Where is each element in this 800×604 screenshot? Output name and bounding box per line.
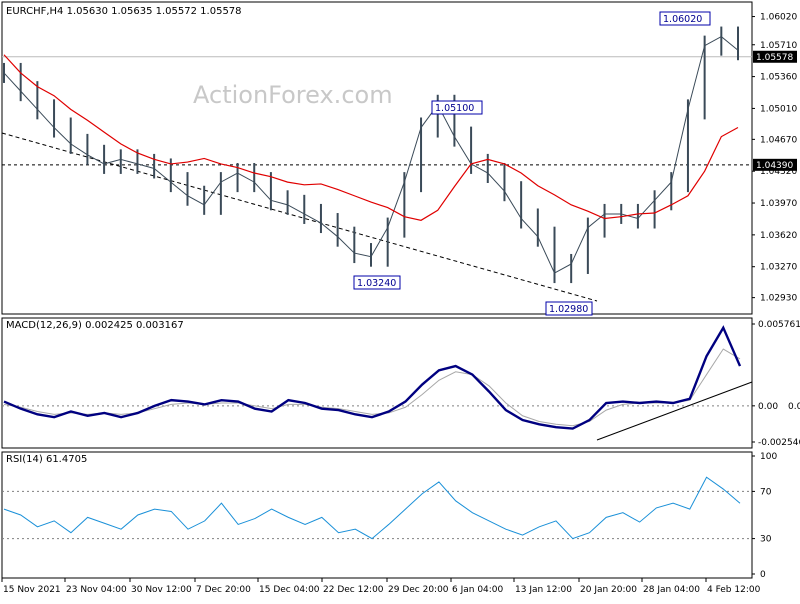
price-annotation-box: [659, 11, 711, 26]
price-panel-frame: [1, 1, 753, 315]
price-tick-label: 1.04670: [760, 135, 797, 145]
x-tick-label: 30 Nov 12:00: [131, 585, 192, 595]
price-annotation-label: 1.03240: [357, 278, 396, 289]
price-tick-label: 1.05360: [760, 73, 797, 83]
level-price-label: 1.04390: [756, 161, 793, 171]
price-annotation-box: [545, 301, 593, 316]
x-tick-label: 15 Nov 2021: [3, 585, 61, 595]
trend-line: [1, 132, 598, 302]
rsi-tick-label: 100: [760, 452, 777, 462]
moving-average-line: [3, 54, 739, 221]
x-tick-label: 7 Dec 20:00: [196, 585, 251, 595]
price-tick-label: 1.02930: [760, 294, 797, 304]
macd-tick-label: -0.002546: [758, 438, 800, 448]
macd-tick-label: 0.00: [758, 402, 778, 412]
current-price-box: [753, 50, 797, 63]
price-tick-label: 1.03620: [760, 231, 797, 241]
x-tick-label: 23 Nov 04:00: [66, 585, 127, 595]
price-tick-label: 1.05710: [760, 41, 797, 51]
x-tick-label: 6 Jan 04:00: [452, 585, 504, 595]
price-tick-label: 1.03970: [760, 199, 797, 209]
x-tick-label: 15 Dec 04:00: [259, 585, 320, 595]
x-tick-label: 13 Jan 12:00: [515, 585, 572, 595]
rsi-line: [3, 476, 741, 540]
price-annotation-box: [431, 100, 483, 115]
x-tick-label: 29 Dec 20:00: [388, 585, 449, 595]
rsi-tick-label: 70: [760, 487, 772, 497]
macd-tick-label: 0.0: [788, 402, 800, 412]
price-tick-label: 1.03270: [760, 263, 797, 273]
current-price-label: 1.05578: [756, 53, 793, 63]
rsi-panel-title: RSI(14) 61.4705: [6, 454, 87, 465]
macd-tick-label: 0.005761: [758, 320, 800, 330]
price-tick-label: 1.06020: [760, 13, 797, 23]
price-annotation-label: 1.02980: [549, 304, 588, 315]
macd-trend-line: [596, 381, 753, 441]
rsi-tick-label: 30: [760, 535, 772, 545]
rsi-panel-frame: [1, 451, 753, 579]
macd-panel-frame: [1, 317, 753, 449]
x-tick-label: 4 Feb 12:00: [707, 585, 761, 595]
price-close-line: [3, 35, 739, 274]
macd-panel: 0.005761 0.00 -0.002546 0.0: [1, 317, 800, 449]
macd-line: [3, 325, 742, 430]
price-panel-title: EURCHF,H4 1.05630 1.05635 1.05572 1.0557…: [6, 6, 242, 17]
macd-panel-title: MACD(12,26,9) 0.002425 0.003167: [6, 320, 184, 331]
x-axis: 15 Nov 2021 23 Nov 04:00 30 Nov 12:00 7 Dec…: [1, 578, 761, 595]
x-tick-label: 20 Jan 20:00: [580, 585, 637, 595]
x-tick-label: 22 Dec 12:00: [323, 585, 384, 595]
price-tick-label: 1.04320: [760, 167, 797, 177]
price-annotation-box: [353, 275, 401, 290]
price-annotation-label: 1.05100: [435, 103, 474, 114]
price-tick-label: 1.05010: [760, 104, 797, 114]
rsi-panel: 100 70 30 0: [1, 451, 777, 580]
x-tick-label: 28 Jan 04:00: [643, 585, 700, 595]
level-price-box: [753, 158, 797, 171]
price-panel: 1.06020 1.05710 1.05360 1.05010 1.04670 1.043…: [1, 1, 797, 316]
rsi-tick-label: 0: [760, 570, 766, 580]
watermark: ActionForex.com: [193, 81, 393, 109]
price-annotation-label: 1.06020: [663, 14, 702, 25]
macd-signal-line: [3, 348, 741, 427]
